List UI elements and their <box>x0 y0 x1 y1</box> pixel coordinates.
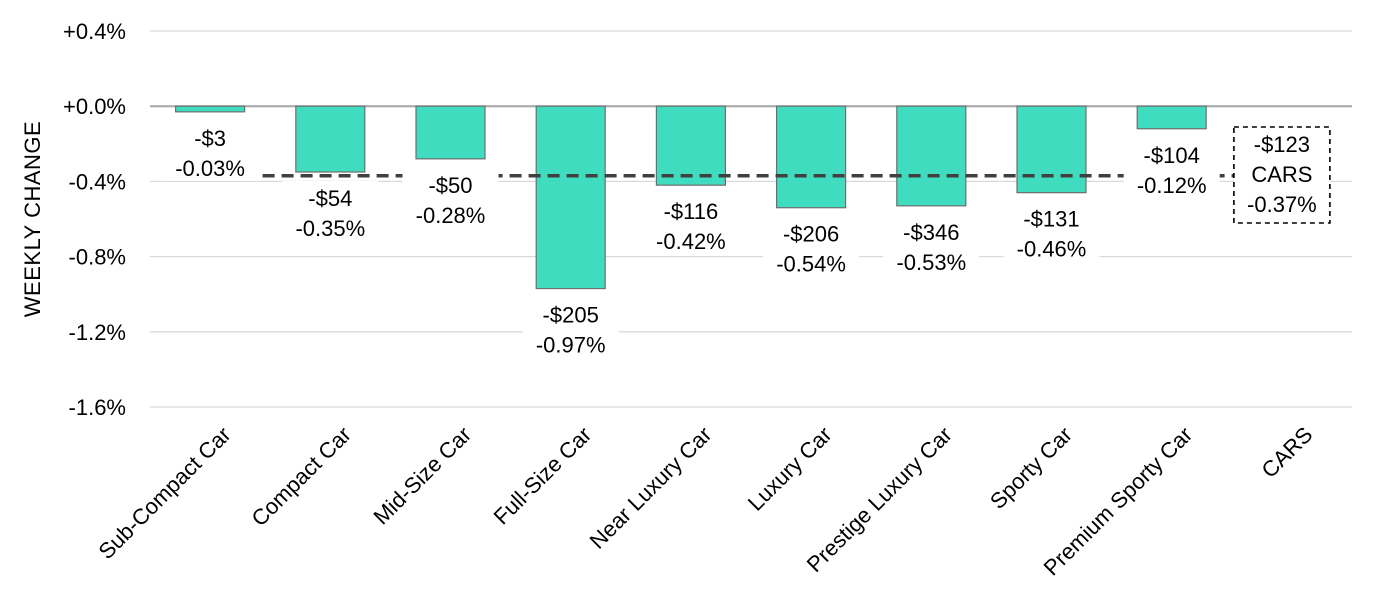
data-label-bg <box>763 216 860 277</box>
bar <box>295 105 366 173</box>
data-label-dollar: -$50 <box>428 173 472 198</box>
x-category-label: Sub-Compact Car <box>93 422 235 564</box>
data-label-dollar: -$3 <box>194 126 226 151</box>
y-tick-label: +0.0% <box>63 94 126 119</box>
y-tick-label: +0.4% <box>63 19 126 44</box>
bar <box>655 105 727 186</box>
bar <box>1016 105 1087 194</box>
y-axis-ticks: +0.4% +0.0% -0.4% -0.8% -1.2% -1.6% <box>63 19 126 420</box>
y-axis-title: WEEKLY CHANGE <box>20 121 45 317</box>
data-label-bg <box>402 167 499 228</box>
reference-label-box <box>1233 126 1331 224</box>
data-label-percent: -0.42% <box>656 229 726 254</box>
bar <box>175 105 246 113</box>
data-label-dollar: -$346 <box>903 220 959 245</box>
bars <box>175 105 1207 290</box>
x-category-label: Mid-Size Car <box>368 422 476 530</box>
data-label-dollar: -$116 <box>664 199 719 224</box>
x-category-label: Near Luxury Car <box>585 422 717 554</box>
data-label-dollar: -$131 <box>1023 207 1079 232</box>
data-label-bg <box>522 297 619 358</box>
data-label-dollar: -$206 <box>783 222 839 247</box>
data-label-percent: -0.53% <box>896 250 966 275</box>
data-label-percent: -0.03% <box>175 156 245 181</box>
bar <box>775 105 847 209</box>
data-label-percent: -0.46% <box>1017 237 1087 262</box>
data-label-percent: -0.97% <box>536 333 606 358</box>
data-label-percent: -0.54% <box>776 252 846 277</box>
data-label-bg <box>883 214 980 275</box>
x-category-label: CARS <box>1257 422 1318 483</box>
data-label-dollar: -$104 <box>1144 143 1200 168</box>
data-label-percent: -0.12% <box>1137 173 1207 198</box>
bar <box>535 105 606 290</box>
y-tick-label: -1.6% <box>69 395 126 420</box>
x-category-label: Luxury Car <box>743 422 837 516</box>
y-tick-label: -1.2% <box>69 320 126 345</box>
y-tick-label: -0.8% <box>69 245 126 270</box>
bar <box>1136 105 1207 130</box>
bar <box>896 105 967 207</box>
data-label-bg <box>1003 201 1100 262</box>
category-labels: Sub-Compact Car Compact Car Mid-Size Car Fu… <box>93 422 1317 581</box>
data-label-bg <box>282 181 379 241</box>
x-category-label: Full-Size Car <box>489 422 597 530</box>
data-label-percent: -0.28% <box>416 203 486 228</box>
bar <box>415 105 486 160</box>
data-label-percent: -0.35% <box>295 216 365 241</box>
data-labels: -$3 -0.03% -$54 -0.35% -$50 -0.28% -$205 -0.97%… <box>162 120 1331 358</box>
data-label-bg <box>162 120 259 181</box>
data-label-bg <box>1123 137 1220 198</box>
y-tick-label: -0.4% <box>69 169 126 194</box>
reference-label-line: -0.37% <box>1247 192 1317 217</box>
data-label-dollar: -$205 <box>543 303 599 328</box>
reference-label-line: -$123 <box>1254 132 1310 157</box>
data-label-bg <box>642 194 739 255</box>
data-label-dollar: -$54 <box>308 186 352 211</box>
x-category-label: Sporty Car <box>985 422 1077 514</box>
x-category-label: Compact Car <box>247 422 356 531</box>
reference-label-line: CARS <box>1251 162 1312 187</box>
